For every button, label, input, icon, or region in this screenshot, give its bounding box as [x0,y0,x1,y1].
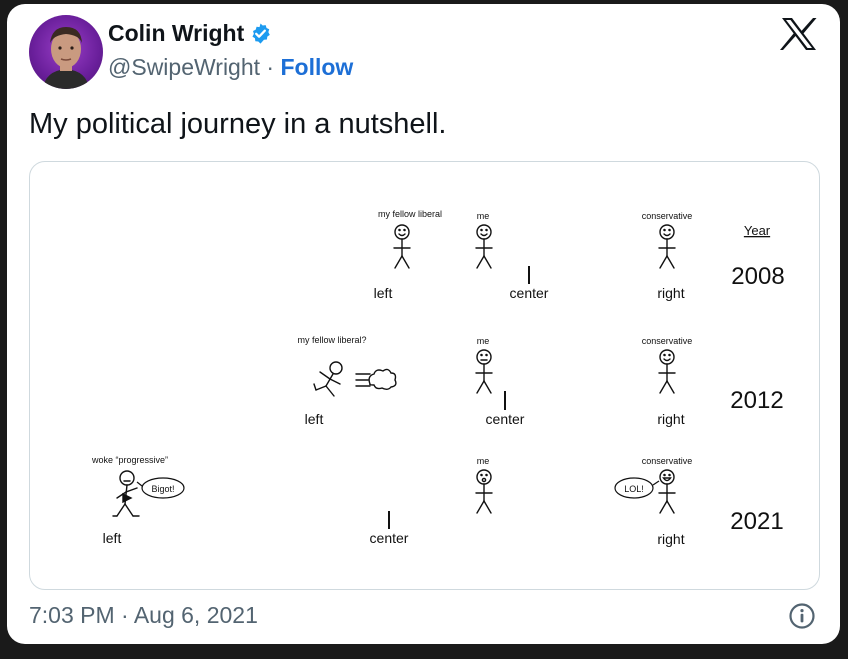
stick-figure-woke-pointing [112,470,140,517]
avatar[interactable] [29,15,103,89]
stick-figure-conservative-laughing [658,469,676,514]
bubble-lol-text: LOL! [624,484,644,494]
comic-political-spectrum: Year left center right 2008 my fellow li… [91,209,785,547]
author-handle[interactable]: @SwipeWright [108,54,261,80]
year-label: 2012 [730,387,783,414]
info-icon[interactable] [788,602,816,630]
me-label: me [477,211,490,221]
follow-button[interactable]: Follow [280,54,354,80]
axis-left-label: left [374,285,393,301]
axis-left-label: left [103,530,122,546]
axis-center-label: center [486,411,525,427]
stick-figure-me-shocked [475,469,493,514]
axis-center-label: center [370,530,409,546]
handle-row: @SwipeWright · Follow [108,54,353,81]
speech-bubble-lol: LOL! [614,477,660,499]
axis-left-label: left [305,411,324,427]
verified-badge-icon [252,23,271,44]
tweet-card: Colin Wright @SwipeWright · Follow My po… [7,4,840,644]
me-label: me [477,336,490,346]
fellow-liberal-question-label: my fellow liberal? [297,335,366,345]
axis-center-label: center [510,285,549,301]
tweet-text: My political journey in a nutshell. [29,108,447,140]
handle-separator: · [266,54,275,80]
axis-right-label: right [657,285,684,301]
axis-right-label: right [657,411,684,427]
author-row: Colin Wright [108,20,272,47]
author-name[interactable]: Colin Wright [108,20,245,46]
fellow-liberal-label: my fellow liberal [378,209,442,219]
year-label: 2008 [731,263,784,290]
woke-progressive-label: woke “progressive” [91,455,168,465]
stick-figure-me-neutral [475,349,493,394]
stick-figure-liberal-smiling [393,224,411,269]
row-2012: left center right 2012 my fellow liberal… [297,335,783,427]
x-logo-icon[interactable] [780,17,818,51]
year-label: 2021 [730,508,783,535]
dust-cloud-icon [355,368,397,390]
me-label: me [477,456,490,466]
axis-right-label: right [657,531,684,547]
conservative-label: conservative [642,211,693,221]
tweet-media-comic[interactable]: Year left center right 2008 my fellow li… [29,161,820,590]
year-header: Year [744,223,771,238]
bubble-bigot-text: Bigot! [151,484,174,494]
speech-bubble-bigot: Bigot! [136,477,185,499]
tweet-timestamp[interactable]: 7:03 PM · Aug 6, 2021 [29,602,258,628]
conservative-label: conservative [642,336,693,346]
stick-figure-conservative-smiling [658,349,676,394]
conservative-label: conservative [642,456,693,466]
stick-figure-liberal-running-away [313,361,343,397]
stick-figure-conservative-smiling [658,224,676,269]
stick-figure-me-smiling [475,224,493,269]
row-2008: left center right 2008 my fellow liberal… [372,209,785,301]
row-2021: left center right 2021 woke “progressive… [91,455,784,547]
avatar-portrait [43,27,89,89]
